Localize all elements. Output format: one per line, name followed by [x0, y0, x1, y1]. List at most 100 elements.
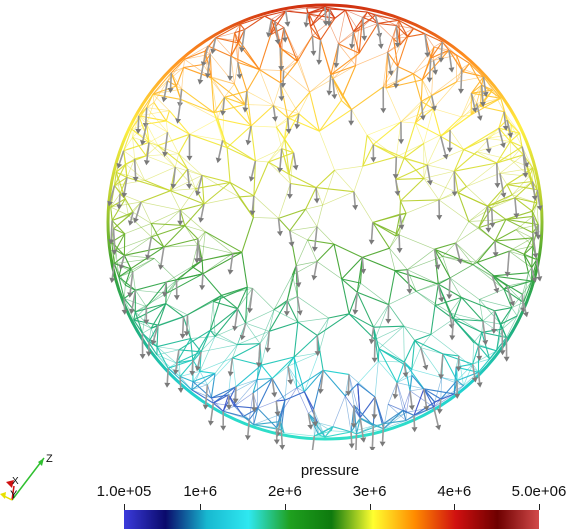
mesh-edge	[192, 381, 212, 399]
mesh-edge	[296, 261, 318, 266]
mesh-edge	[487, 205, 507, 220]
mesh-edge	[211, 77, 246, 105]
velocity-arrow	[333, 43, 340, 69]
mesh-edge	[362, 144, 374, 167]
velocity-arrow	[506, 119, 514, 138]
velocity-arrow	[386, 52, 394, 76]
mesh-edge	[211, 77, 219, 119]
mesh-edge	[491, 275, 505, 290]
mesh-edge	[414, 340, 422, 349]
velocity-arrow	[140, 123, 148, 146]
mesh-edge	[328, 22, 339, 45]
mesh-edge	[207, 45, 232, 57]
velocity-arrow	[111, 228, 118, 255]
mesh-edge	[377, 23, 394, 40]
mesh-edge	[237, 330, 270, 345]
mesh-edge	[168, 359, 193, 369]
mesh-edge	[328, 9, 346, 23]
mesh-edge	[171, 67, 184, 74]
mesh-edge	[221, 294, 238, 310]
mesh-edge	[414, 340, 444, 355]
mesh-edge	[412, 73, 423, 81]
mesh-edge	[403, 340, 416, 363]
velocity-arrow	[186, 169, 192, 189]
mesh-edge	[296, 369, 324, 389]
mesh-edge	[138, 115, 167, 122]
mesh-edge	[317, 422, 333, 428]
mesh-edge	[470, 76, 484, 94]
mesh-edge	[456, 63, 470, 83]
mesh-edge	[366, 135, 397, 158]
mesh-edge	[411, 347, 422, 370]
velocity-arrow	[276, 218, 283, 237]
colorbar-tick-label: 3e+6	[352, 483, 387, 500]
mesh-edge	[322, 170, 335, 206]
mesh-edge	[144, 166, 176, 181]
mesh-edge	[153, 102, 167, 122]
mesh-edge	[400, 199, 440, 202]
mesh-edge	[248, 407, 259, 420]
mesh-edge	[399, 28, 415, 46]
mesh-edge	[201, 175, 205, 205]
mesh-edge	[316, 226, 335, 245]
mesh-edge	[203, 64, 225, 98]
velocity-arrow	[195, 351, 202, 372]
velocity-arrow	[247, 288, 254, 314]
mesh-edge	[204, 231, 243, 253]
mesh-edge	[283, 57, 299, 71]
mesh-edge	[209, 308, 238, 331]
mesh-edge	[201, 344, 238, 353]
velocity-arrow	[385, 304, 392, 324]
mesh-edge	[152, 94, 155, 103]
mesh-edge	[273, 274, 293, 310]
velocity-arrow	[326, 74, 333, 96]
mesh-edge	[209, 329, 216, 337]
mesh-edge	[183, 63, 204, 69]
mesh-edge	[131, 128, 150, 143]
velocity-arrow	[479, 84, 486, 108]
mesh-edge	[404, 157, 428, 166]
mesh-edge	[170, 190, 205, 205]
mesh-edge	[156, 346, 177, 364]
velocity-arrow	[423, 388, 430, 412]
mesh-edge	[156, 349, 179, 356]
mesh-edge	[473, 332, 483, 343]
mesh-edge	[214, 322, 246, 337]
mesh-edge	[316, 243, 335, 262]
mesh-edge	[232, 251, 242, 254]
mesh-edge	[279, 47, 298, 62]
mesh-edge	[306, 7, 313, 36]
mesh-edge	[209, 301, 214, 331]
mesh-edge	[463, 372, 479, 386]
mesh-edge	[204, 231, 234, 254]
mesh-edge	[403, 326, 405, 363]
mesh-edge	[212, 402, 224, 412]
mesh-edge	[378, 360, 405, 363]
mesh-edge	[166, 273, 204, 294]
mesh-edge	[500, 323, 507, 338]
scalar-colorbar[interactable]: pressure 1.0e+05 1e+6 2e+6 3e+6 4e+6 5.0e+06	[95, 458, 566, 529]
mesh-edge	[214, 308, 239, 337]
mesh-edge	[224, 90, 248, 98]
mesh-edge	[202, 253, 233, 275]
mesh-edge	[472, 264, 508, 287]
mesh-edge	[283, 27, 298, 62]
velocity-arrow	[194, 245, 200, 264]
mesh-edge	[303, 369, 324, 393]
velocity-arrow	[227, 56, 234, 81]
mesh-edge	[409, 388, 424, 392]
velocity-arrow	[294, 113, 301, 130]
mesh-edge	[131, 128, 159, 146]
mesh-edge	[153, 258, 177, 281]
mesh-edge	[506, 184, 513, 196]
mesh-edge	[290, 152, 294, 184]
mesh-edge	[156, 346, 179, 351]
mesh-edge	[315, 169, 335, 189]
mesh-edge	[223, 96, 252, 127]
velocity-arrow	[127, 271, 134, 298]
velocity-arrow	[535, 224, 542, 240]
mesh-edge	[395, 164, 428, 180]
mesh-edge	[421, 81, 457, 102]
mesh-edge	[333, 243, 363, 258]
